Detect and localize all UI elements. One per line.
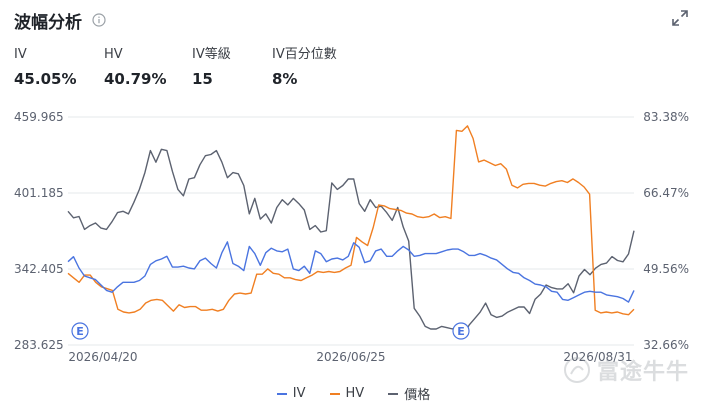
stats-row: IV 45.05% HV 40.79% IV等級 15 IV百分位數 8% (14, 46, 382, 88)
legend-item[interactable]: HV (329, 384, 365, 403)
expand-icon[interactable] (671, 9, 689, 27)
series-line-hv (67, 125, 635, 316)
stat-label: IV百分位數 (272, 47, 337, 62)
legend-label: HV (345, 386, 365, 401)
left-axis-label: 283.625 (14, 338, 64, 352)
stat-iv-percentile: IV百分位數 8% (272, 46, 382, 88)
legend-swatch (276, 392, 287, 395)
right-axis-label: 66.47% (643, 186, 689, 200)
event-marker (71, 322, 89, 340)
left-axis-label: 401.185 (14, 186, 64, 200)
info-icon[interactable] (92, 13, 106, 27)
legend-swatch (388, 392, 399, 395)
x-axis-label: 2026/08/31 (563, 350, 632, 362)
series-line-price (67, 148, 635, 337)
right-axis-label: 83.38% (643, 110, 689, 124)
legend-label: IV (292, 386, 306, 401)
right-axis-label: 49.56% (643, 262, 689, 276)
event-marker-label: E (76, 325, 84, 338)
stat-iv: IV 45.05% (14, 46, 104, 88)
stat-hv: HV 40.79% (104, 46, 192, 88)
legend-swatch (329, 392, 340, 395)
stat-value: 8% (272, 70, 298, 88)
left-axis-label: 342.405 (14, 262, 64, 276)
stat-value: 45.05% (14, 70, 77, 88)
stat-value: 15 (192, 70, 213, 88)
watermark: 富途牛牛 (563, 354, 689, 386)
legend-item[interactable]: IV (276, 384, 306, 403)
left-axis-label: 459.965 (14, 110, 64, 124)
x-axis-label: 2026/04/20 (68, 350, 137, 362)
stat-value: 40.79% (104, 70, 167, 88)
event-marker-label: E (457, 325, 465, 338)
watermark-text: 富途牛牛 (596, 360, 689, 385)
stat-label: IV等級 (192, 47, 231, 62)
volatility-chart: 459.965 401.185 342.405 283.625 83.38% 66.47%… (14, 110, 689, 362)
chart-legend: IV HV 價格 (0, 384, 707, 403)
x-axis-label: 2026/06/25 (316, 350, 385, 362)
event-marker (452, 322, 470, 340)
futu-logo-icon (563, 357, 590, 383)
stat-iv-rank: IV等級 15 (192, 46, 272, 88)
stat-label: IV (14, 47, 27, 62)
series-line-iv (67, 241, 635, 303)
panel-header: 波幅分析 (14, 8, 106, 33)
right-axis-label: 32.66% (643, 338, 689, 352)
stat-label: HV (104, 47, 123, 62)
legend-item[interactable]: 價格 (388, 384, 430, 403)
legend-label: 價格 (404, 388, 431, 403)
panel-title: 波幅分析 (14, 12, 82, 33)
